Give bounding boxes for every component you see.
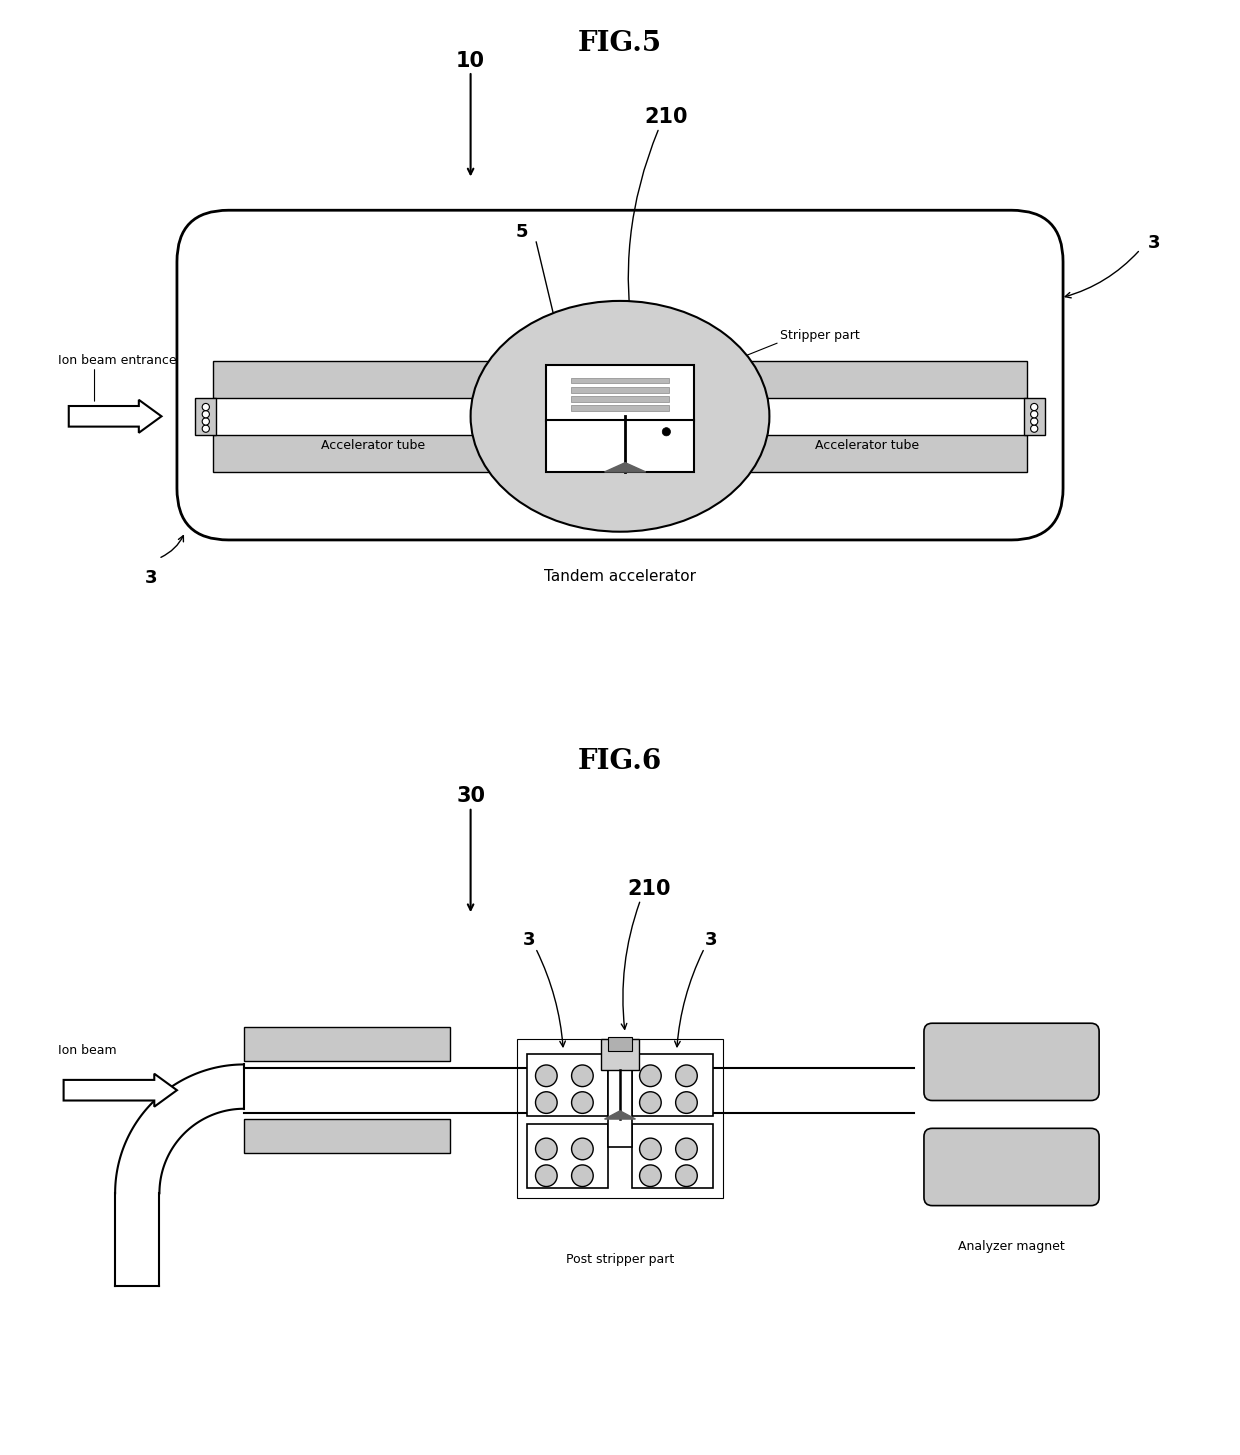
- Circle shape: [640, 1091, 661, 1113]
- Circle shape: [536, 1138, 557, 1160]
- Bar: [527, 1053, 608, 1116]
- Bar: [608, 1056, 632, 1147]
- Circle shape: [676, 1091, 697, 1113]
- Circle shape: [676, 1138, 697, 1160]
- FancyBboxPatch shape: [924, 1128, 1099, 1206]
- Bar: [546, 420, 694, 471]
- Bar: [601, 1039, 639, 1069]
- Bar: [546, 365, 694, 422]
- Bar: [244, 1119, 450, 1152]
- Circle shape: [640, 1065, 661, 1087]
- Ellipse shape: [471, 301, 769, 531]
- Bar: [608, 1036, 632, 1051]
- Bar: [570, 406, 670, 412]
- Circle shape: [676, 1165, 697, 1186]
- Circle shape: [572, 1065, 593, 1087]
- Text: 11: 11: [684, 480, 709, 498]
- Circle shape: [1030, 410, 1038, 418]
- FancyArrow shape: [63, 1074, 177, 1107]
- Polygon shape: [605, 463, 646, 471]
- Bar: [708, 361, 1027, 397]
- Text: Ion beam: Ion beam: [58, 1045, 117, 1058]
- Circle shape: [536, 1091, 557, 1113]
- Text: Tandem accelerator: Tandem accelerator: [544, 569, 696, 583]
- Text: 3: 3: [1147, 234, 1159, 252]
- Circle shape: [662, 428, 671, 436]
- Circle shape: [202, 410, 210, 418]
- Text: 210: 210: [627, 879, 671, 899]
- Circle shape: [640, 1138, 661, 1160]
- Circle shape: [536, 1165, 557, 1186]
- Circle shape: [202, 418, 210, 425]
- Text: Terminal: Terminal: [594, 506, 646, 519]
- Bar: [570, 378, 670, 383]
- Circle shape: [572, 1091, 593, 1113]
- Circle shape: [572, 1138, 593, 1160]
- Polygon shape: [605, 1110, 635, 1119]
- Text: 3: 3: [704, 931, 717, 949]
- Bar: [570, 387, 670, 393]
- Bar: [527, 1125, 608, 1189]
- Text: Analyzer magnet: Analyzer magnet: [959, 1240, 1065, 1253]
- Circle shape: [640, 1165, 661, 1186]
- Bar: [632, 1125, 713, 1189]
- Bar: [517, 1039, 723, 1199]
- Bar: [213, 435, 532, 471]
- Text: Ion beam entrance: Ion beam entrance: [58, 354, 177, 367]
- Text: Accelerator tube: Accelerator tube: [321, 438, 425, 451]
- Text: 3: 3: [145, 569, 157, 586]
- Circle shape: [676, 1065, 697, 1087]
- Bar: [213, 361, 532, 397]
- Circle shape: [536, 1065, 557, 1087]
- Text: Accelerator tube: Accelerator tube: [815, 438, 919, 451]
- Circle shape: [202, 403, 210, 410]
- Text: Stripper part: Stripper part: [780, 329, 859, 342]
- Bar: [244, 1027, 450, 1061]
- Text: 30: 30: [456, 786, 485, 806]
- Text: 210: 210: [645, 108, 688, 127]
- Circle shape: [202, 425, 210, 432]
- Circle shape: [1030, 425, 1038, 432]
- Circle shape: [1030, 403, 1038, 410]
- Bar: [1024, 397, 1044, 435]
- Circle shape: [572, 1165, 593, 1186]
- Bar: [708, 435, 1027, 471]
- FancyArrow shape: [68, 400, 161, 432]
- Circle shape: [1030, 418, 1038, 425]
- Text: Post stripper part: Post stripper part: [565, 1253, 675, 1266]
- Text: 5: 5: [516, 223, 528, 240]
- FancyBboxPatch shape: [924, 1023, 1099, 1100]
- Bar: [570, 396, 670, 402]
- Bar: [196, 397, 216, 435]
- FancyBboxPatch shape: [177, 210, 1063, 540]
- Bar: [632, 1053, 713, 1116]
- Text: FIG.6: FIG.6: [578, 748, 662, 776]
- Text: FIG.5: FIG.5: [578, 31, 662, 57]
- Text: 10: 10: [456, 51, 485, 70]
- Text: 3: 3: [523, 931, 536, 949]
